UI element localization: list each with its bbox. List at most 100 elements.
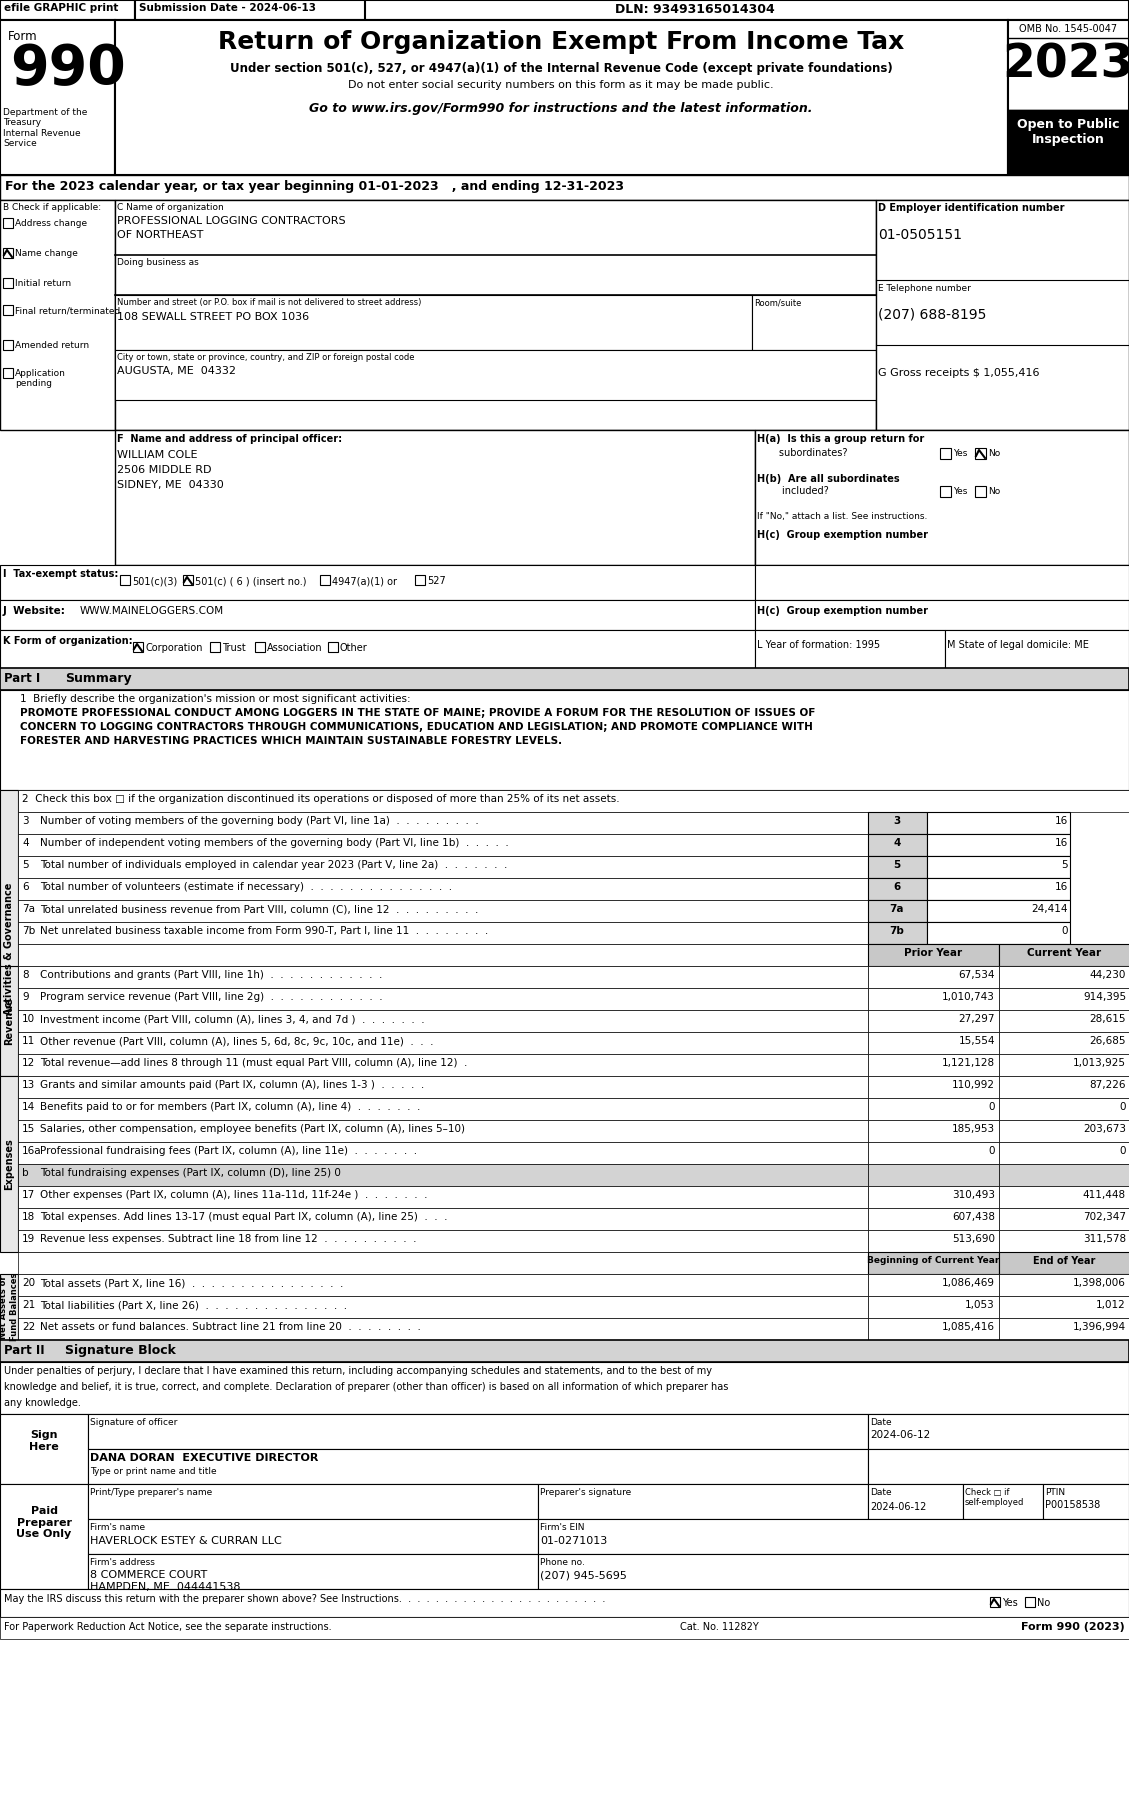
Bar <box>868 1142 999 1164</box>
Text: Form: Form <box>8 31 37 43</box>
Bar <box>115 20 1008 175</box>
Text: For the 2023 calendar year, or tax year beginning 01-01-2023   , and ending 12-3: For the 2023 calendar year, or tax year … <box>5 180 624 193</box>
Text: Preparer's signature: Preparer's signature <box>540 1488 631 1497</box>
Text: 19: 19 <box>21 1234 35 1243</box>
Bar <box>18 1033 868 1054</box>
Bar <box>0 200 115 431</box>
Bar <box>18 789 1129 813</box>
Text: 10: 10 <box>21 1015 35 1024</box>
Text: 01-0271013: 01-0271013 <box>540 1535 607 1546</box>
Text: Salaries, other compensation, employee benefits (Part IX, column (A), lines 5–10: Salaries, other compensation, employee b… <box>40 1124 465 1133</box>
Bar <box>999 1076 1129 1097</box>
Bar <box>320 575 330 586</box>
Bar <box>927 813 1070 834</box>
Bar <box>755 600 1129 631</box>
Text: Final return/terminated: Final return/terminated <box>15 306 121 315</box>
Text: subordinates?: subordinates? <box>758 449 848 458</box>
Bar <box>18 966 868 987</box>
Bar <box>3 305 14 315</box>
Bar <box>927 878 1070 899</box>
Text: 15: 15 <box>21 1124 35 1133</box>
Text: HAVERLOCK ESTEY & CURRAN LLC: HAVERLOCK ESTEY & CURRAN LLC <box>90 1535 282 1546</box>
Bar <box>3 341 14 350</box>
Text: Number and street (or P.O. box if mail is not delivered to street address): Number and street (or P.O. box if mail i… <box>117 297 421 306</box>
Bar <box>18 1252 868 1274</box>
Bar <box>115 296 752 350</box>
Bar <box>539 1553 1129 1589</box>
Text: Under section 501(c), 527, or 4947(a)(1) of the Internal Revenue Code (except pr: Under section 501(c), 527, or 4947(a)(1)… <box>229 61 892 76</box>
Text: 16: 16 <box>1054 816 1068 825</box>
Bar <box>329 642 338 652</box>
Text: 18: 18 <box>21 1213 35 1222</box>
Bar <box>868 1076 999 1097</box>
Text: L Year of formation: 1995: L Year of formation: 1995 <box>758 640 881 651</box>
Text: WILLIAM COLE: WILLIAM COLE <box>117 450 198 460</box>
Text: 4: 4 <box>893 838 901 849</box>
Text: 67,534: 67,534 <box>959 969 995 980</box>
Text: H(c)  Group exemption number: H(c) Group exemption number <box>758 530 928 541</box>
Bar <box>120 575 130 586</box>
Text: 5: 5 <box>893 860 901 870</box>
Text: 108 SEWALL STREET PO BOX 1036: 108 SEWALL STREET PO BOX 1036 <box>117 312 309 323</box>
Bar <box>755 431 1129 566</box>
Text: Room/suite: Room/suite <box>754 297 802 306</box>
Bar <box>868 899 927 923</box>
Text: any knowledge.: any knowledge. <box>5 1398 81 1407</box>
Bar <box>88 1553 539 1589</box>
Text: Total expenses. Add lines 13-17 (must equal Part IX, column (A), line 25)  .  . : Total expenses. Add lines 13-17 (must eq… <box>40 1213 447 1222</box>
Bar <box>0 0 1129 20</box>
Bar <box>18 1076 868 1097</box>
Bar <box>999 1296 1129 1317</box>
Text: 87,226: 87,226 <box>1089 1079 1126 1090</box>
Bar <box>945 631 1129 669</box>
Bar <box>868 1121 999 1142</box>
Bar <box>868 1054 999 1076</box>
Bar <box>0 20 115 175</box>
Text: 203,673: 203,673 <box>1083 1124 1126 1133</box>
Bar <box>999 1164 1129 1186</box>
Bar <box>18 834 868 856</box>
Text: 2024-06-12: 2024-06-12 <box>870 1503 927 1512</box>
Bar <box>0 175 1129 200</box>
Text: Doing business as: Doing business as <box>117 258 199 267</box>
Text: 16: 16 <box>1054 881 1068 892</box>
Bar <box>115 200 876 431</box>
Text: I  Tax-exempt status:: I Tax-exempt status: <box>3 569 119 578</box>
Text: Part I: Part I <box>5 672 41 685</box>
Bar <box>0 966 18 1076</box>
Text: Initial return: Initial return <box>15 279 71 288</box>
Text: 1,053: 1,053 <box>965 1299 995 1310</box>
Text: 21: 21 <box>21 1299 35 1310</box>
Text: AUGUSTA, ME  04332: AUGUSTA, ME 04332 <box>117 366 236 377</box>
Text: Open to Public
Inspection: Open to Public Inspection <box>1017 117 1119 146</box>
Bar <box>999 1054 1129 1076</box>
Text: Other: Other <box>340 643 368 652</box>
Bar <box>0 1362 1129 1415</box>
Bar <box>975 449 986 460</box>
Text: Type or print name and title: Type or print name and title <box>90 1467 217 1476</box>
Text: No: No <box>988 449 1000 458</box>
Text: If "No," attach a list. See instructions.: If "No," attach a list. See instructions… <box>758 512 927 521</box>
Bar <box>990 1597 1000 1607</box>
Bar <box>18 1164 868 1186</box>
Text: Date: Date <box>870 1418 892 1427</box>
Text: Net Assets or
Fund Balances: Net Assets or Fund Balances <box>0 1272 19 1341</box>
Bar <box>1008 110 1129 175</box>
Bar <box>0 1076 18 1252</box>
Bar <box>868 1252 999 1274</box>
Bar <box>868 1097 999 1121</box>
Bar <box>868 1296 999 1317</box>
Text: Yes: Yes <box>953 487 968 496</box>
Bar <box>868 987 999 1009</box>
Text: 990: 990 <box>10 41 125 96</box>
Text: 501(c) ( 6 ) (insert no.): 501(c) ( 6 ) (insert no.) <box>195 577 306 586</box>
Bar <box>0 669 1129 690</box>
Text: 5: 5 <box>1061 860 1068 870</box>
Bar <box>999 1142 1129 1164</box>
Text: 110,992: 110,992 <box>952 1079 995 1090</box>
Bar <box>0 1485 88 1589</box>
Bar <box>18 878 868 899</box>
Text: FORESTER AND HARVESTING PRACTICES WHICH MAINTAIN SUSTAINABLE FORESTRY LEVELS.: FORESTER AND HARVESTING PRACTICES WHICH … <box>20 735 562 746</box>
Bar <box>927 899 1070 923</box>
Bar <box>999 1274 1129 1296</box>
